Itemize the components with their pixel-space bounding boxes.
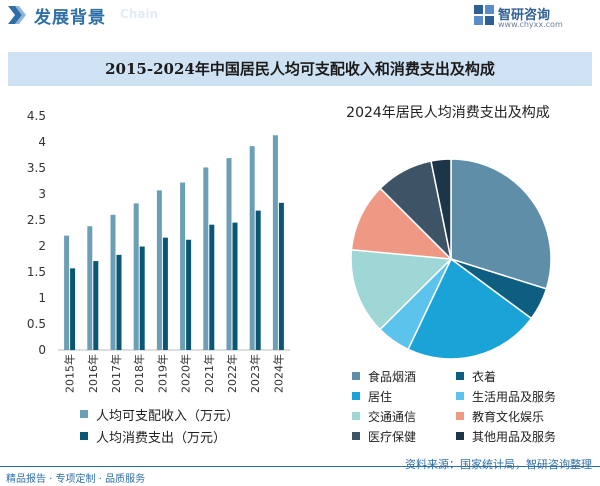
pie-legend-item: 其他用品及服务 [456,426,592,446]
legend-swatch [456,412,464,420]
legend-swatch [456,372,464,380]
bar-spending [232,222,238,350]
brand-name: 智研咨询 [498,8,551,23]
data-source: 资料来源：国家统计局，智研咨询整理 [405,458,592,471]
y-tick-label: 3.5 [27,161,46,175]
bar-legend: 人均可支配收入（万元） 人均消费支出（万元） [80,403,300,447]
bar-spending [70,268,76,350]
legend-swatch [80,410,88,418]
y-tick-label: 2.5 [27,213,46,227]
x-tick-label: 2018年 [132,354,146,393]
bar-income [87,226,93,350]
legend-label: 居住 [368,389,393,404]
bar-income [272,135,278,350]
bar-spending [186,239,192,350]
y-tick-label: 0.5 [27,317,46,331]
bar-spending [278,202,284,350]
legend-label: 食品烟酒 [368,369,417,384]
section-title-en: Chain [120,7,159,21]
pie-legend-item: 生活用品及服务 [456,386,592,406]
brand-logo-icon [474,5,494,25]
legend-label: 其他用品及服务 [472,429,557,444]
legend-swatch [456,392,464,400]
pie-legend-item: 医疗保健 [352,426,456,446]
y-tick-label: 2 [38,239,46,253]
bar-spending [209,224,215,350]
y-tick-label: 4 [38,135,46,149]
pie-slice [350,187,454,260]
x-tick-label: 2016年 [86,354,100,393]
legend-label: 人均可支配收入（万元） [96,408,240,424]
y-tick-label: 1 [38,291,46,305]
pie-legend: 食品烟酒 衣着居住 生活用品及服务交通通信 教育文化娱乐医疗保健 其他用品及服务 [352,366,592,446]
section-title: 发展背景 [34,8,106,28]
bar-income [64,235,70,350]
x-tick-label: 2024年 [271,354,285,393]
bar-spending [139,246,145,350]
main-title: 2015-2024年中国居民人均可支配收入和消费支出及构成 [8,52,592,86]
legend-label: 人均消费支出（万元） [96,430,227,446]
bar-income [180,182,186,350]
pie-legend-item: 教育文化娱乐 [456,406,592,426]
brand-url: www.chyxx.com [498,20,563,29]
x-tick-label: 2017年 [109,354,123,393]
y-tick-label: 4.5 [27,109,46,123]
bar-income [110,214,116,350]
bar-spending [255,210,261,350]
legend-label: 医疗保健 [368,429,417,444]
y-tick-label: 0 [38,343,46,357]
legend-label: 交通通信 [368,409,417,424]
bar-income [249,146,255,350]
header: 发展背景 Chain 智研咨询 www.chyxx.com [0,0,600,30]
x-tick-label: 2023年 [248,354,262,393]
bar-income [133,203,139,350]
pie-legend-item: 交通通信 [352,406,456,426]
bar-spending [93,261,99,350]
y-tick-label: 1.5 [27,265,46,279]
bar-income [226,158,232,350]
x-tick-label: 2019年 [155,354,169,393]
pie-legend-item: 衣着 [456,366,592,386]
legend-label: 教育文化娱乐 [472,409,545,424]
pie-legend-item: 居住 [352,386,456,406]
legend-swatch [352,372,360,380]
legend-label: 衣着 [472,369,497,384]
legend-swatch [352,392,360,400]
pie-slice [450,158,552,290]
footer-divider [0,466,600,467]
pie-slice [430,158,452,260]
legend-swatch [80,432,88,440]
footer-slogan: 精品报告 · 专项定制 · 品质服务 [6,474,146,485]
bar-income [203,167,209,350]
legend-swatch [456,432,464,440]
bar-spending [162,237,168,350]
double-chevron-icon [8,6,26,24]
pie-slice [350,248,453,331]
x-tick-label: 2020年 [179,354,193,393]
legend-label: 生活用品及服务 [472,389,557,404]
legend-swatch [352,432,360,440]
legend-item-spending: 人均消费支出（万元） [80,425,300,447]
brand-logo: 智研咨询 www.chyxx.com [474,3,584,31]
x-tick-label: 2021年 [202,354,216,393]
pie-slice [407,257,533,360]
pie-chart [350,158,552,360]
bar-income [156,190,162,350]
bar-spending [116,254,122,350]
y-tick-label: 3 [38,187,46,201]
pie-chart-title: 2024年居民人均消费支出及构成 [346,105,550,121]
legend-swatch [352,412,360,420]
x-tick-label: 2015年 [63,354,77,393]
bar-chart: 0 0.5 1 1.5 2 2.5 3 3.5 4 4.5 2015年 2016年 2017年 2018年… [27,109,290,393]
legend-item-income: 人均可支配收入（万元） [80,403,300,425]
x-tick-label: 2022年 [225,354,239,393]
pie-legend-item: 食品烟酒 [352,366,456,386]
